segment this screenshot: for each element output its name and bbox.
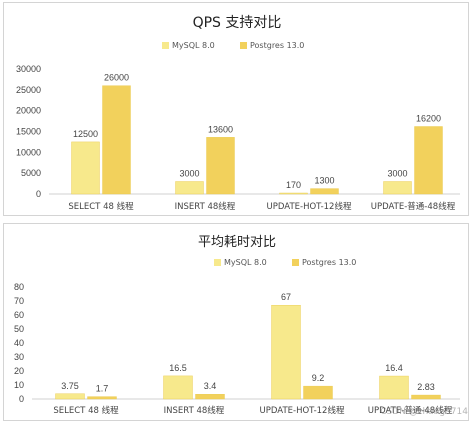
- legend-swatch-1: [240, 42, 247, 49]
- y-tick-label: 0: [36, 189, 41, 199]
- x-category-label: INSERT 48线程: [164, 405, 225, 416]
- data-label: 3000: [387, 169, 407, 179]
- data-label: 1300: [314, 176, 334, 186]
- bar-postgres: [310, 188, 339, 195]
- data-label: 9.2: [312, 373, 325, 383]
- chart-title: QPS 支持对比: [193, 15, 282, 31]
- bar-mysql: [55, 393, 85, 400]
- bar-mysql: [271, 304, 301, 400]
- y-tick-label: 5000: [21, 168, 41, 178]
- legend-swatch-0: [162, 42, 169, 49]
- latency-chart-panel: 平均耗时对比 MySQL 8.0 Postgres 13.0 0 10 20 30 40 50 6…: [3, 223, 469, 421]
- y-tick-label: 70: [14, 296, 24, 306]
- qps-chart: QPS 支持对比 MySQL 8.0 Postgres 13.0 0 5000 10000…: [16, 15, 460, 212]
- bar-mysql: [383, 181, 412, 195]
- y-tick-label: 20: [14, 366, 24, 376]
- bar-postgres: [195, 394, 225, 400]
- bar-mysql: [71, 141, 100, 195]
- data-label: 16.4: [385, 363, 403, 373]
- y-tick-label: 25000: [16, 85, 41, 95]
- legend-label-1: Postgres 13.0: [250, 41, 304, 50]
- data-label: 13600: [208, 124, 233, 134]
- y-tick-label: 50: [14, 324, 24, 334]
- bar-mysql: [163, 375, 193, 400]
- data-label: 3.4: [204, 381, 217, 391]
- bar-postgres: [411, 394, 441, 400]
- bar-postgres: [102, 85, 131, 195]
- x-category-label: UPDATE-普通-48线程: [371, 201, 456, 212]
- y-tick-label: 10: [14, 380, 24, 390]
- data-label: 26000: [104, 73, 129, 83]
- y-tick-label: 15000: [16, 127, 41, 137]
- y-tick-label: 80: [14, 282, 24, 292]
- bar-mysql: [379, 375, 409, 400]
- x-category-label: INSERT 48线程: [175, 201, 236, 212]
- legend-label-0: MySQL 8.0: [224, 258, 267, 267]
- y-tick-label: 20000: [16, 106, 41, 116]
- data-label: 2.83: [417, 382, 435, 392]
- bar-postgres: [87, 396, 117, 400]
- data-label: 16.5: [169, 363, 187, 373]
- y-tick-label: 30000: [16, 64, 41, 74]
- legend-swatch-0: [214, 259, 221, 266]
- data-label: 67: [281, 292, 291, 302]
- qps-chart-panel: QPS 支持对比 MySQL 8.0 Postgres 13.0 0 5000 10000…: [3, 2, 469, 216]
- data-label: 12500: [73, 129, 98, 139]
- watermark: CSDN @zhang5714: [380, 407, 468, 417]
- chart-title: 平均耗时对比: [198, 235, 276, 250]
- y-tick-label: 0: [19, 394, 24, 404]
- latency-chart: 平均耗时对比 MySQL 8.0 Postgres 13.0 0 10 20 30 40 50 6…: [14, 235, 460, 416]
- data-label: 170: [286, 180, 301, 190]
- x-category-label: SELECT 48 线程: [68, 201, 134, 212]
- data-label: 1.7: [96, 384, 109, 394]
- y-tick-label: 40: [14, 338, 24, 348]
- y-tick-label: 60: [14, 310, 24, 320]
- data-label: 3000: [179, 169, 199, 179]
- legend-swatch-1: [292, 259, 299, 266]
- legend-label-1: Postgres 13.0: [302, 258, 356, 267]
- data-label: 16200: [416, 114, 441, 124]
- x-category-label: SELECT 48 线程: [53, 405, 119, 416]
- y-tick-label: 30: [14, 352, 24, 362]
- x-category-label: UPDATE-普通-48线程: [368, 405, 453, 416]
- y-tick-label: 10000: [16, 147, 41, 157]
- bar-mysql: [175, 181, 204, 195]
- legend-label-0: MySQL 8.0: [172, 41, 215, 50]
- bar-postgres: [414, 126, 443, 195]
- bar-postgres: [303, 385, 333, 400]
- bar-postgres: [206, 137, 235, 195]
- x-category-label: UPDATE-HOT-12线程: [260, 405, 345, 416]
- data-label: 3.75: [61, 381, 79, 391]
- x-category-label: UPDATE-HOT-12线程: [267, 201, 352, 212]
- bar-mysql: [279, 192, 308, 195]
